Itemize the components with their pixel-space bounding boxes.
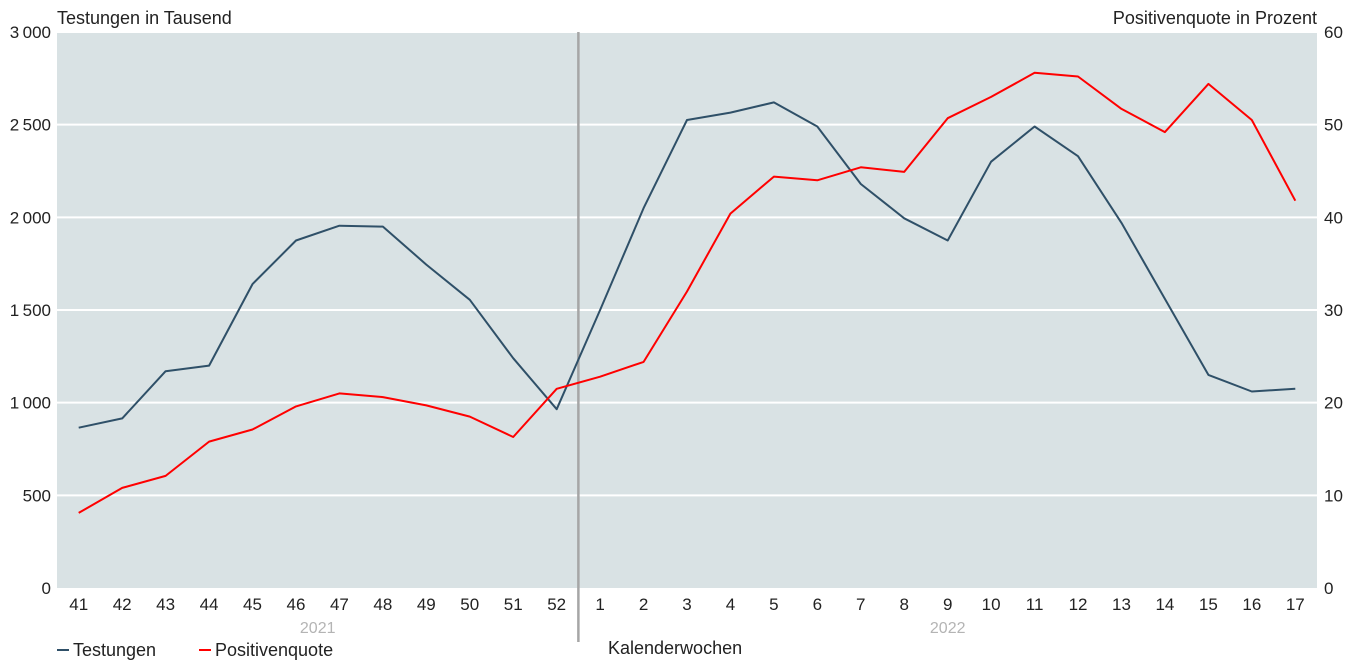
y-left-tick-label: 1 000 xyxy=(10,394,51,413)
x-tick-label: 9 xyxy=(943,595,952,614)
y-axis-left-title: Testungen in Tausend xyxy=(57,8,232,28)
x-axis-title: Kalenderwochen xyxy=(608,638,742,658)
y-left-tick-label: 2 500 xyxy=(10,116,51,135)
x-tick-label: 51 xyxy=(504,595,523,614)
x-tick-label: 50 xyxy=(460,595,479,614)
x-tick-label: 7 xyxy=(856,595,865,614)
y-axis-right-title: Positivenquote in Prozent xyxy=(1113,8,1317,28)
x-tick-label: 1 xyxy=(595,595,604,614)
x-tick-label: 5 xyxy=(769,595,778,614)
x-tick-label: 41 xyxy=(69,595,88,614)
x-tick-label: 43 xyxy=(156,595,175,614)
x-tick-label: 13 xyxy=(1112,595,1131,614)
x-tick-label: 11 xyxy=(1026,595,1044,614)
y-left-tick-label: 2 000 xyxy=(10,208,51,227)
y-right-tick-label: 20 xyxy=(1324,394,1343,413)
x-tick-label: 42 xyxy=(113,595,132,614)
x-tick-label: 15 xyxy=(1199,595,1218,614)
x-tick-label: 47 xyxy=(330,595,349,614)
x-tick-label: 45 xyxy=(243,595,262,614)
x-axis: 41 42 43 44 45 46 47 48 49 50 51 52 1 2 3 4 5 6 7 8 9 10 11 12 1… xyxy=(69,595,1304,614)
x-tick-label: 10 xyxy=(982,595,1001,614)
x-tick-label: 48 xyxy=(373,595,392,614)
y-right-tick-label: 60 xyxy=(1324,23,1343,42)
x-tick-label: 2 xyxy=(639,595,648,614)
x-tick-label: 16 xyxy=(1242,595,1261,614)
x-tick-label: 8 xyxy=(900,595,909,614)
x-tick-label: 4 xyxy=(726,595,735,614)
x-tick-label: 14 xyxy=(1155,595,1174,614)
series-line-testungen xyxy=(78,101,1296,429)
y-axis-right: 0 10 20 30 40 50 60 xyxy=(1324,23,1343,598)
series-line-positivenquote xyxy=(78,71,1297,514)
y-right-tick-label: 50 xyxy=(1324,116,1343,135)
legend-label-testungen: Testungen xyxy=(73,640,156,660)
x-tick-label: 49 xyxy=(417,595,436,614)
x-tick-label: 52 xyxy=(547,595,566,614)
x-tick-label: 6 xyxy=(813,595,822,614)
x-tick-label: 3 xyxy=(682,595,691,614)
legend-label-positivenquote: Positivenquote xyxy=(215,640,333,660)
y-left-tick-label: 500 xyxy=(23,486,51,505)
y-left-tick-label: 1 500 xyxy=(10,301,51,320)
y-right-tick-label: 40 xyxy=(1324,208,1343,227)
y-right-tick-label: 10 xyxy=(1324,486,1343,505)
y-left-tick-label: 0 xyxy=(42,579,51,598)
gridlines xyxy=(57,31,1317,497)
year-label-2021: 2021 xyxy=(300,620,336,637)
y-left-tick-label: 3 000 xyxy=(10,23,51,42)
y-right-tick-label: 30 xyxy=(1324,301,1343,320)
y-right-tick-label: 0 xyxy=(1324,579,1333,598)
x-tick-label: 44 xyxy=(200,595,219,614)
x-tick-label: 17 xyxy=(1286,595,1305,614)
series-lines xyxy=(78,71,1297,514)
y-axis-left: 0 500 1 000 1 500 2 000 2 500 3 000 xyxy=(10,23,51,598)
x-tick-label: 12 xyxy=(1069,595,1088,614)
x-tick-label: 46 xyxy=(287,595,306,614)
legend: Testungen Positivenquote xyxy=(57,640,333,660)
year-label-2022: 2022 xyxy=(930,620,966,637)
